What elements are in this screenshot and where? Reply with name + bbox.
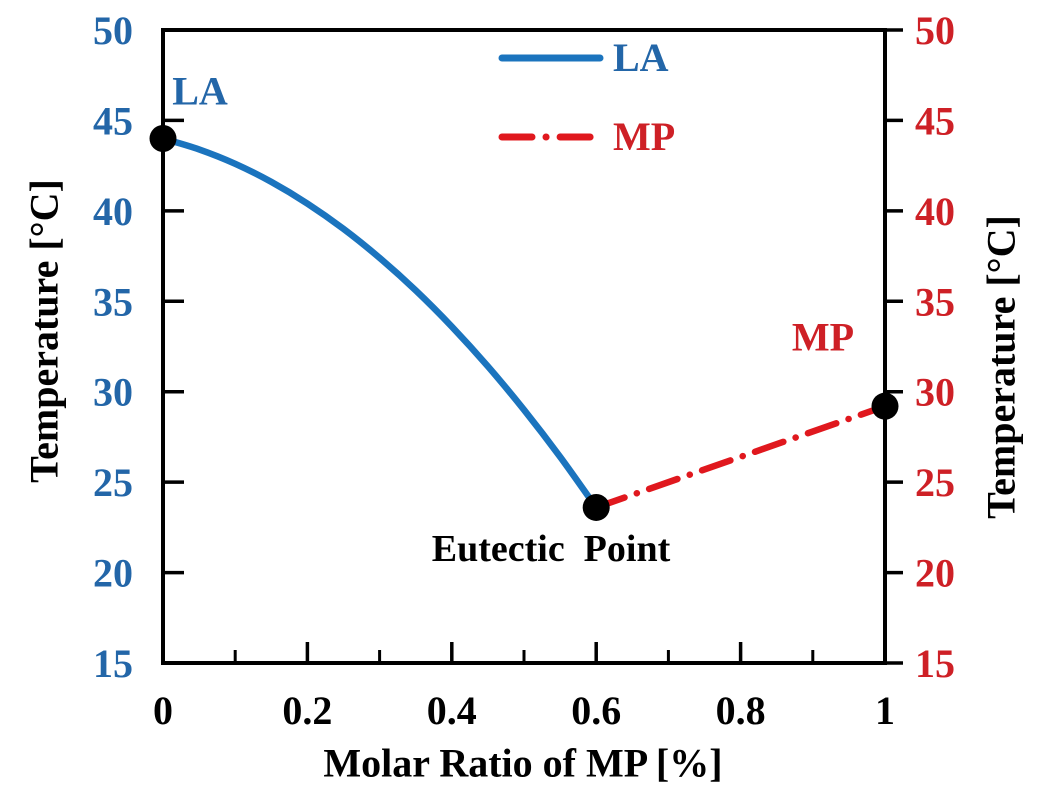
la-curve-annotation: LA [172,68,228,114]
y-right-tick-label: 35 [915,279,955,324]
x-tick-label: 1 [875,688,895,733]
x-axis-title: Molar Ratio of MP [%] [323,740,723,786]
y-right-tick-label: 40 [915,189,955,234]
y-right-tick-label: 20 [915,551,955,596]
legend-label-la: LA [613,35,669,80]
y-left-tick-label: 20 [93,551,133,596]
y-right-tick-label: 30 [915,370,955,415]
legend-item-la: LA [498,34,669,82]
la-line-swatch [498,54,604,62]
y-left-tick-label: 25 [93,460,133,505]
y-right-tick-label: 25 [915,460,955,505]
y-right-tick-label: 45 [915,98,955,143]
x-tick-label: 0.2 [282,688,332,733]
x-tick-label: 0 [153,688,173,733]
plot-border [161,28,887,665]
data-point-marker [871,392,899,420]
y-left-tick-label: 50 [93,8,133,53]
x-tick-label: 0.6 [571,688,621,733]
y-right-tick-label: 50 [915,8,955,53]
data-point-marker [149,125,177,153]
y-left-tick-label: 15 [93,641,133,686]
y-left-tick-label: 45 [93,98,133,143]
right-y-axis-title: Temperature [°C] [978,215,1024,519]
legend-item-mp: MP [498,113,675,161]
y-left-tick-label: 35 [93,279,133,324]
series-line-la [159,135,600,511]
eutectic-point-annotation: Eutectic Point [431,528,671,570]
x-tick-label: 0.4 [427,688,477,733]
data-point-marker [582,493,610,521]
left-y-axis-title: Temperature [°C] [21,179,67,483]
mp-line-swatch [498,133,604,141]
series-line-mp [592,402,889,511]
y-left-tick-label: 40 [93,189,133,234]
mp-curve-annotation: MP [791,314,855,360]
x-tick-label: 0.8 [716,688,766,733]
y-left-tick-label: 30 [93,370,133,415]
y-right-tick-label: 15 [915,641,955,686]
legend-label-mp: MP [613,114,676,159]
